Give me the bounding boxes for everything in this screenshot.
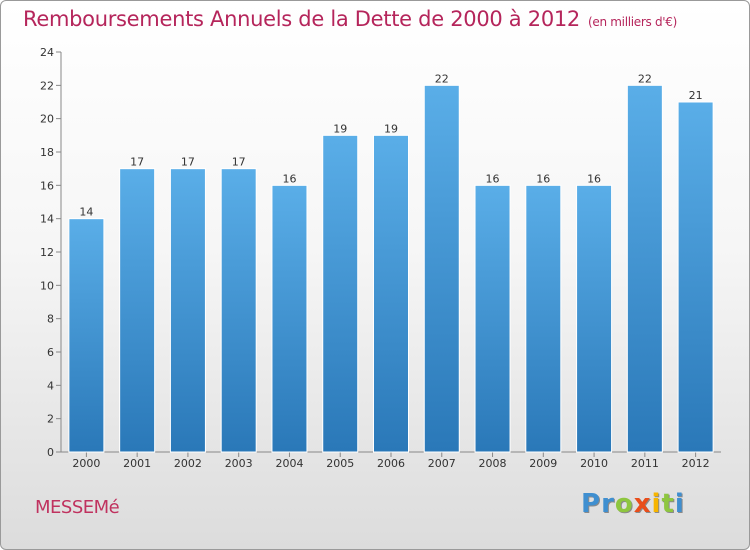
y-tick-label: 16 [40, 179, 54, 192]
chart-title-text: Remboursements Annuels de la Dette de 20… [23, 7, 580, 31]
bar-2004 [271, 184, 308, 453]
x-tick-label: 2005 [326, 457, 354, 470]
y-tick-label: 18 [40, 146, 54, 159]
data-label-2011: 22 [638, 72, 652, 85]
data-label-2001: 17 [130, 156, 144, 169]
y-tick-label: 14 [40, 213, 54, 226]
bar-2003 [220, 168, 257, 453]
logo-letter: x [633, 489, 652, 519]
bar-2012 [677, 101, 714, 453]
bar-2002 [169, 168, 206, 453]
y-tick-label: 20 [40, 113, 54, 126]
data-label-2002: 17 [181, 156, 195, 169]
chart-title: Remboursements Annuels de la Dette de 20… [23, 7, 677, 31]
x-tick-label: 2007 [428, 457, 456, 470]
x-tick-label: 2010 [580, 457, 608, 470]
y-tick-label: 22 [40, 79, 54, 92]
y-tick-label: 24 [40, 46, 54, 59]
bar-2001 [119, 168, 156, 453]
bar-2006 [373, 134, 409, 453]
x-tick-label: 2008 [479, 457, 507, 470]
y-tick-label: 2 [47, 413, 54, 426]
bar-2008 [474, 184, 511, 453]
logo-letter: i [651, 489, 662, 519]
x-tick-label: 2002 [174, 457, 202, 470]
logo-letter: i [674, 489, 685, 519]
chart-subtitle: (en milliers d'€) [588, 15, 678, 29]
data-label-2012: 21 [689, 89, 703, 102]
proxiti-logo: Proxiti [581, 489, 685, 519]
y-tick-label: 4 [47, 379, 54, 392]
bar-2007 [423, 84, 460, 453]
x-tick-label: 2000 [72, 457, 100, 470]
data-label-2006: 19 [384, 122, 398, 135]
city-name: MESSEMé [35, 497, 120, 518]
logo-letter: t [661, 489, 675, 519]
data-label-2010: 16 [587, 172, 601, 185]
y-tick-label: 12 [40, 246, 54, 259]
bar-2000 [68, 218, 105, 453]
data-label-2008: 16 [486, 172, 500, 185]
bar-2011 [626, 84, 663, 453]
y-tick-label: 6 [47, 346, 54, 359]
logo-letter: P [581, 489, 602, 519]
x-tick-label: 2009 [529, 457, 557, 470]
bar-2010 [576, 184, 613, 453]
data-label-2009: 16 [536, 172, 550, 185]
x-tick-label: 2006 [377, 457, 405, 470]
x-tick-label: 2003 [225, 457, 253, 470]
x-tick-label: 2001 [123, 457, 151, 470]
data-label-2005: 19 [333, 122, 347, 135]
logo-letter: o [614, 489, 634, 519]
bars [68, 84, 714, 453]
y-tick-label: 0 [47, 446, 54, 459]
x-tick-label: 2012 [682, 457, 710, 470]
data-label-2007: 22 [435, 72, 449, 85]
y-tick-label: 10 [40, 279, 54, 292]
logo-letter: r [601, 489, 615, 519]
bar-2009 [525, 184, 562, 453]
bar-2005 [322, 134, 359, 453]
y-tick-label: 8 [47, 313, 54, 326]
x-tick-label: 2004 [275, 457, 303, 470]
labels: 2000 14 2001 17 2002 17 2003 17 2004 16 2005 19 2006… [72, 72, 709, 470]
data-label-2000: 14 [79, 206, 93, 219]
data-label-2003: 17 [232, 156, 246, 169]
data-label-2004: 16 [282, 172, 296, 185]
x-tick-label: 2011 [631, 457, 659, 470]
